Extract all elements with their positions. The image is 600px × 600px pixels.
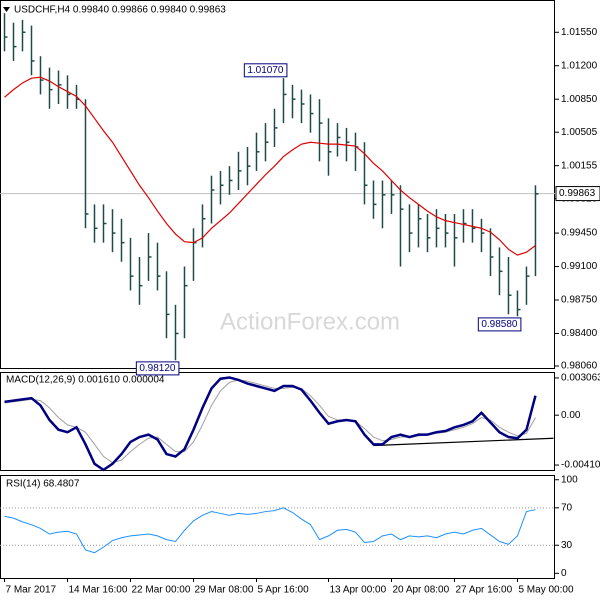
trendline xyxy=(373,437,554,447)
moving-average xyxy=(4,76,536,256)
y-tick-label: 1.01200 xyxy=(561,60,598,71)
y-tick-label: 0.00 xyxy=(561,410,581,421)
x-tick-label: 5 May 00:00 xyxy=(518,585,573,596)
price-label-box xyxy=(135,361,180,376)
price-label: 1.01070 xyxy=(247,65,284,76)
y-tick-label: 1.01550 xyxy=(561,27,598,38)
rsi-panel xyxy=(0,475,555,579)
y-tick-label: 0.98400 xyxy=(561,328,598,339)
x-tick-label: 22 Mar 00:00 xyxy=(131,585,190,596)
x-tick-label: 20 Apr 08:00 xyxy=(392,585,449,596)
indicator-line xyxy=(4,376,537,472)
price-label: 0.98580 xyxy=(481,319,518,330)
indicator-line xyxy=(4,507,536,554)
y-tick-label: 0.003063 xyxy=(561,373,600,384)
y-tick-label: 0 xyxy=(561,568,567,579)
y-tick-label: -0.004104 xyxy=(561,460,600,471)
y-tick-label: 70 xyxy=(561,502,573,513)
price-panel xyxy=(0,0,555,369)
last-price-label: 0.99863 xyxy=(559,188,596,199)
x-tick-label: 13 Apr 00:00 xyxy=(329,585,386,596)
price-label-box xyxy=(243,63,288,78)
y-tick-label: 1.00505 xyxy=(561,127,598,138)
y-tick-label: 0.99450 xyxy=(561,228,598,239)
x-tick-label: 7 Mar 2017 xyxy=(5,585,56,596)
y-tick-label: 100 xyxy=(561,474,578,485)
y-tick-label: 0.98060 xyxy=(561,361,598,372)
y-tick-label: 1.00850 xyxy=(561,94,598,105)
x-tick-label: 27 Apr 16:00 xyxy=(455,585,512,596)
price-label: 0.98120 xyxy=(139,363,176,374)
rsi-title: RSI(14) 68.4807 xyxy=(6,479,80,490)
x-tick-label: 14 Mar 16:00 xyxy=(68,585,127,596)
indicator-line xyxy=(4,379,536,464)
macd-title: MACD(12,26,9) 0.001610 0.000004 xyxy=(6,375,165,386)
macd-panel xyxy=(0,372,555,471)
y-tick-label: 30 xyxy=(561,540,573,551)
menu-icon xyxy=(3,7,10,12)
chart-title: USDCHF,H4 0.99840 0.99866 0.99840 0.9986… xyxy=(14,5,226,16)
last-price-box xyxy=(555,186,600,202)
y-tick-label: 0.98750 xyxy=(561,295,598,306)
x-tick-label: 29 Mar 08:00 xyxy=(194,585,253,596)
y-tick-label: 1.00155 xyxy=(561,160,598,171)
x-tick-label: 5 Apr 16:00 xyxy=(257,585,309,596)
price-label-box xyxy=(477,317,522,332)
y-tick-label: 0.99100 xyxy=(561,261,598,272)
watermark: ActionForex.com xyxy=(220,308,400,335)
